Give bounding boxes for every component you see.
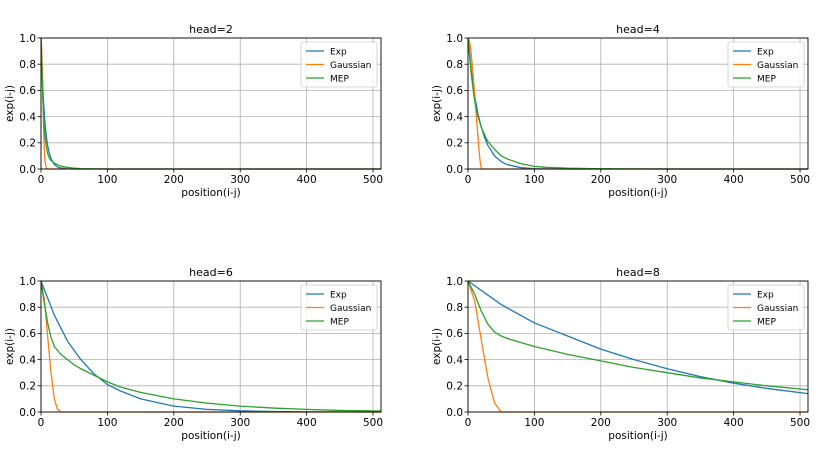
x-tick-label: 500 <box>363 417 383 429</box>
y-tick-label: 0.8 <box>19 59 36 71</box>
x-tick-label: 500 <box>363 174 383 186</box>
y-tick-label: 0.6 <box>446 328 463 340</box>
x-tick-label: 300 <box>657 174 677 186</box>
chart-title: head=4 <box>616 23 660 36</box>
legend-label-exp: Exp <box>330 290 347 300</box>
y-axis-label: exp(i-j) <box>431 328 443 365</box>
x-tick-label: 200 <box>164 417 184 429</box>
y-tick-label: 0.6 <box>19 85 36 97</box>
y-tick-label: 1.0 <box>19 33 36 45</box>
legend-label-gaussian: Gaussian <box>757 304 798 314</box>
y-tick-label: 0.0 <box>19 407 36 419</box>
x-tick-label: 400 <box>724 417 744 429</box>
legend: Exp Gaussian MEP <box>727 284 805 331</box>
legend-label-exp: Exp <box>757 47 774 57</box>
subplot-1: 0 100 200 300 400 500 0.0 0.2 0.4 0.6 0.8 1.0 head=2… <box>4 23 383 199</box>
legend-label-gaussian: Gaussian <box>330 61 371 71</box>
legend-label-mep: MEP <box>330 74 349 84</box>
x-tick-label: 100 <box>524 174 544 186</box>
y-tick-label: 0.2 <box>446 381 463 393</box>
y-tick-label: 0.2 <box>19 381 36 393</box>
y-tick-label: 1.0 <box>446 33 463 45</box>
legend-label-gaussian: Gaussian <box>330 304 371 314</box>
y-tick-label: 0.2 <box>19 138 36 150</box>
y-axis-label: exp(i-j) <box>4 328 16 365</box>
x-axis-label: position(i-j) <box>181 187 240 199</box>
legend-label-mep: MEP <box>757 317 776 327</box>
legend-label-mep: MEP <box>757 74 776 84</box>
x-tick-label: 300 <box>230 174 250 186</box>
x-tick-label: 500 <box>790 417 810 429</box>
y-tick-label: 0.4 <box>446 354 463 366</box>
y-tick-label: 0.4 <box>19 354 36 366</box>
x-tick-label: 400 <box>297 417 317 429</box>
axes-frame <box>40 37 382 170</box>
legend-box <box>300 284 378 331</box>
y-tick-label: 0.4 <box>446 111 463 123</box>
y-tick-label: 0.0 <box>19 164 36 176</box>
legend-box <box>300 41 378 88</box>
y-axis-label: exp(i-j) <box>431 85 443 122</box>
legend: Exp Gaussian MEP <box>300 284 378 331</box>
legend-label-mep: MEP <box>330 317 349 327</box>
y-tick-label: 0.4 <box>19 111 36 123</box>
x-tick-label: 200 <box>591 174 611 186</box>
x-tick-label: 0 <box>465 174 472 186</box>
x-tick-label: 0 <box>38 174 45 186</box>
x-tick-label: 0 <box>465 417 472 429</box>
x-axis-label: position(i-j) <box>608 430 667 442</box>
legend-box <box>727 284 805 331</box>
x-tick-label: 100 <box>97 174 117 186</box>
x-tick-label: 300 <box>657 417 677 429</box>
series-line-exp <box>468 280 808 395</box>
y-tick-label: 0.8 <box>446 59 463 71</box>
x-tick-label: 400 <box>724 174 744 186</box>
axes-frame <box>467 280 809 413</box>
x-tick-label: 300 <box>230 417 250 429</box>
legend-label-gaussian: Gaussian <box>757 61 798 71</box>
legend-box <box>727 41 805 88</box>
x-tick-label: 100 <box>524 417 544 429</box>
x-tick-label: 200 <box>591 417 611 429</box>
legend-label-exp: Exp <box>330 47 347 57</box>
subplot-4: 0 100 200 300 400 500 0.0 0.2 0.4 0.6 0.8 1.0 head=8… <box>431 266 810 442</box>
legend: Exp Gaussian MEP <box>727 41 805 88</box>
axes-frame <box>40 280 382 413</box>
chart-title: head=8 <box>616 266 660 279</box>
y-tick-label: 0.2 <box>446 138 463 150</box>
subplot-3: 0 100 200 300 400 500 0.0 0.2 0.4 0.6 0.8 1.0 head=6… <box>4 266 383 442</box>
subplot-2: 0 100 200 300 400 500 0.0 0.2 0.4 0.6 0.8 1.0 head=4… <box>431 23 810 199</box>
chart-title: head=2 <box>189 23 233 36</box>
x-tick-label: 500 <box>790 174 810 186</box>
x-tick-label: 100 <box>97 417 117 429</box>
x-tick-label: 200 <box>164 174 184 186</box>
legend: Exp Gaussian MEP <box>300 41 378 88</box>
y-tick-label: 1.0 <box>19 276 36 288</box>
series-line-mep <box>468 280 808 391</box>
y-tick-label: 0.8 <box>19 302 36 314</box>
y-tick-label: 0.8 <box>446 302 463 314</box>
x-axis-label: position(i-j) <box>181 430 240 442</box>
x-tick-label: 0 <box>38 417 45 429</box>
y-axis-label: exp(i-j) <box>4 85 16 122</box>
axes-frame <box>467 37 809 170</box>
y-tick-label: 0.6 <box>19 328 36 340</box>
series-line-mep <box>41 280 381 412</box>
y-tick-label: 0.0 <box>446 407 463 419</box>
x-axis-label: position(i-j) <box>608 187 667 199</box>
chart-title: head=6 <box>189 266 233 279</box>
y-tick-label: 0.6 <box>446 85 463 97</box>
y-tick-label: 0.0 <box>446 164 463 176</box>
legend-label-exp: Exp <box>757 290 774 300</box>
x-tick-label: 400 <box>297 174 317 186</box>
y-tick-label: 1.0 <box>446 276 463 288</box>
